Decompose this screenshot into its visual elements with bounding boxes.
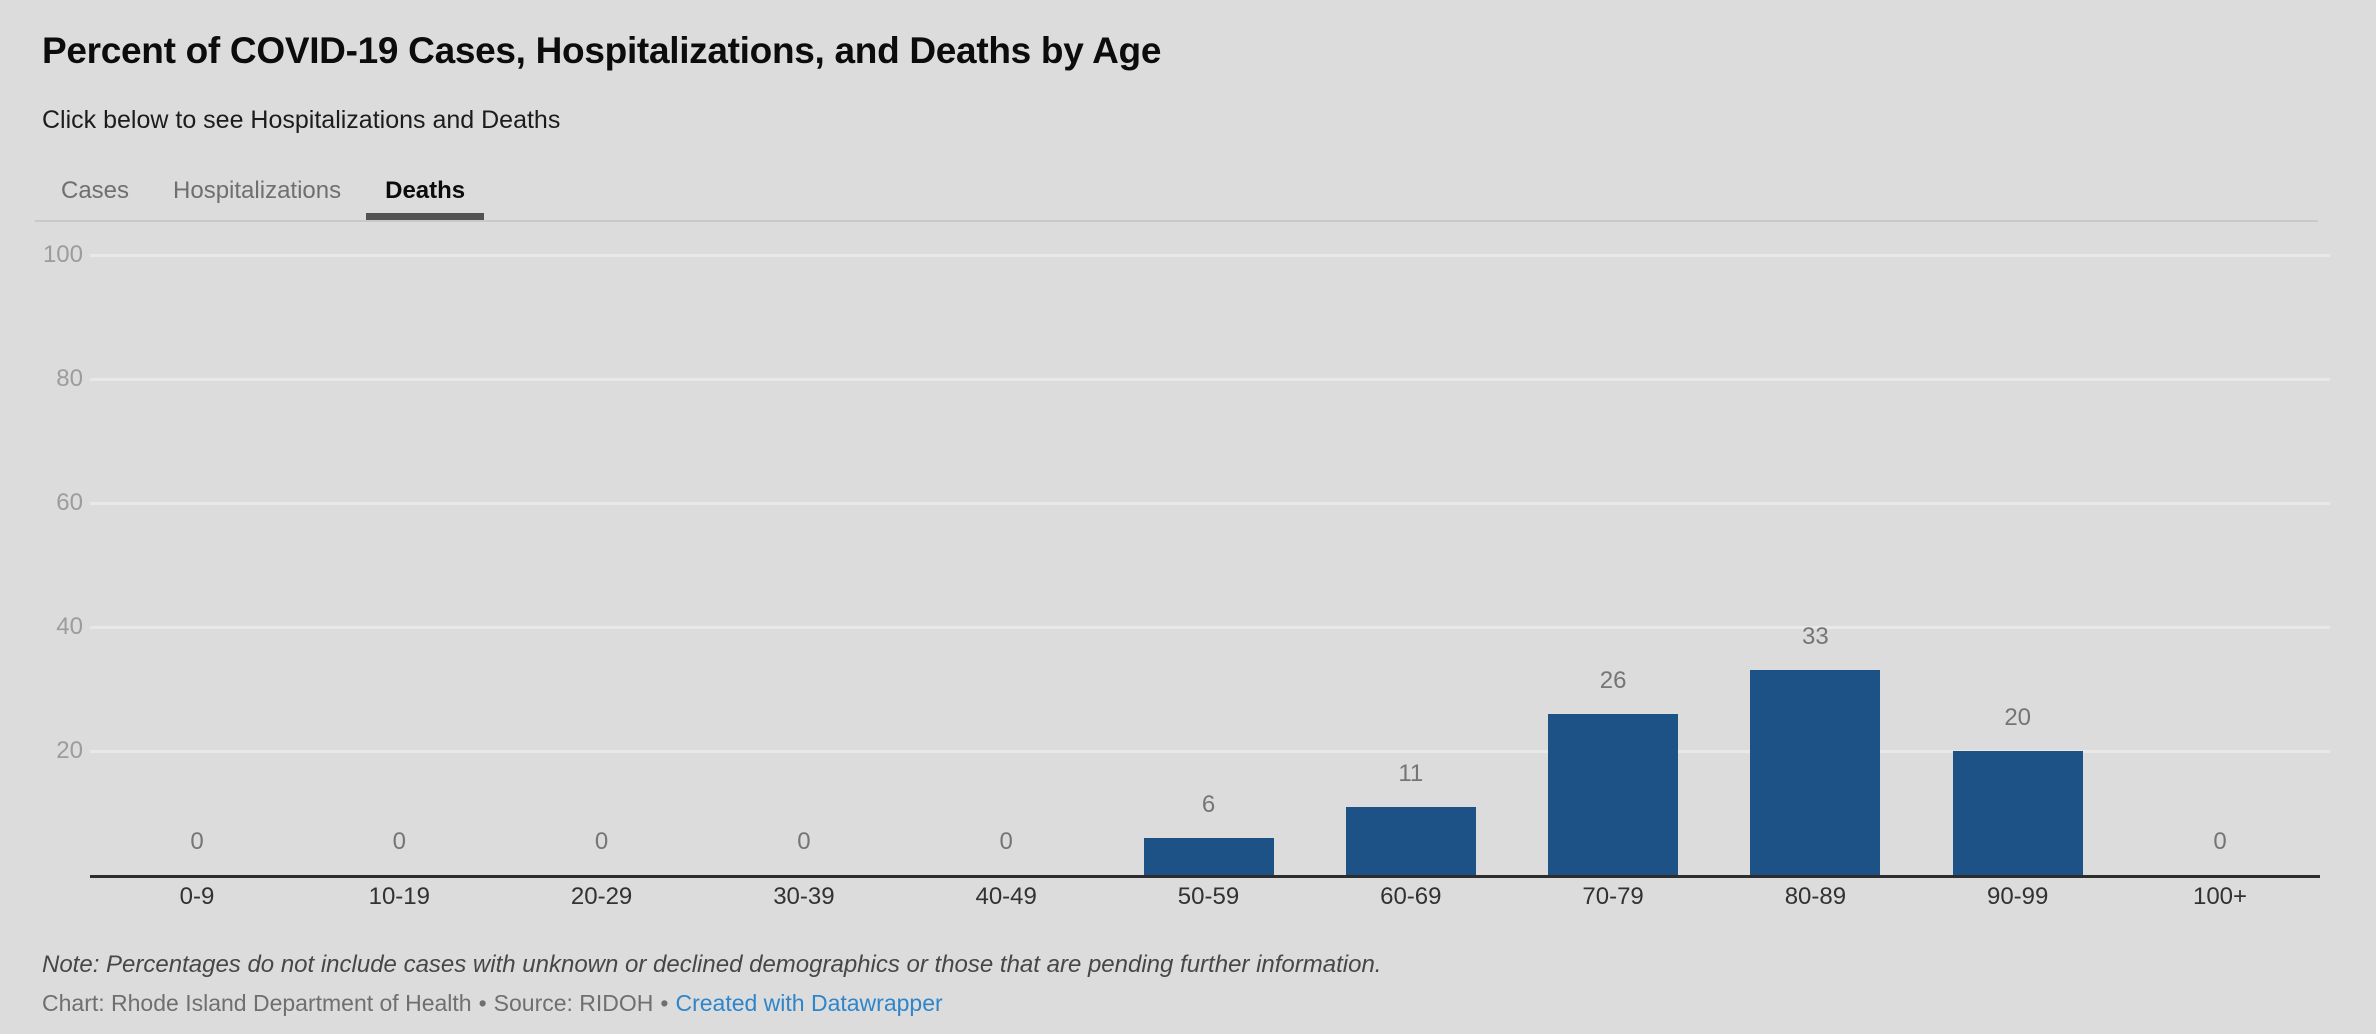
bar-value-label: 20 [2004,704,2032,731]
note-text: Note: Percentages do not include cases w… [42,950,1381,980]
gridline-60 [90,502,2330,505]
note-text-content: Note: Percentages do not include cases w… [42,951,1382,978]
bar-90-99[interactable] [1952,751,2083,875]
byline-separator: • [660,990,669,1016]
bar-value-label: 33 [1802,623,1829,651]
category-label: 50-59 [1177,883,1240,910]
category-label: 70-79 [1582,883,1644,910]
bar-value-label: 26 [1599,666,1627,694]
bar-80-89[interactable] [1750,670,1881,875]
bar-value-label: 0 [392,828,406,855]
tab-cases[interactable]: Cases [61,177,130,204]
y-axis-tick-label: 60 [56,489,83,516]
bar-value-label: 0 [190,828,204,855]
plot-area: 0 0 0 0 0 6 11 26 33 20 0 [90,254,2330,878]
bar-60-69[interactable] [1345,806,1476,875]
bar-value-label: 0 [2213,828,2227,855]
gridline-100 [90,254,2330,257]
y-axis: 20 40 60 80 100 [0,241,83,875]
byline: Chart: Rhode Island Department of Health… [42,989,943,1017]
bar-value-label: 6 [1201,790,1216,818]
category-label: 90-99 [1986,883,2049,910]
x-axis-labels: 0-9 10-19 20-29 30-39 40-49 50-59 60-69 70-79 80… [90,882,2330,916]
page-title: Percent of COVID-19 Cases, Hospitalizati… [42,30,1162,71]
category-label: 30-39 [773,883,835,910]
category-label: 100+ [2192,883,2248,910]
category-label: 0-9 [179,883,215,910]
bar-50-59[interactable] [1143,837,1274,875]
byline-separator: • [478,990,487,1016]
bar-value-label: 11 [1398,759,1424,787]
bar-value-label: 0 [999,828,1013,855]
tab-deaths[interactable]: Deaths [366,168,485,220]
tab-bar: Cases Hospitalizations Deaths [56,168,485,220]
byline-chart-credit: Chart: Rhode Island Department of Health [42,990,472,1016]
category-label: 20-29 [570,883,633,910]
x-axis-line [90,875,2320,878]
gridline-20 [90,750,2330,753]
byline-source-credit: Source: RIDOH [493,990,654,1016]
datawrapper-link[interactable]: Created with Datawrapper [675,990,943,1016]
gridline-80 [90,378,2330,381]
bar-70-79[interactable] [1548,713,1679,875]
category-label: 40-49 [975,883,1037,910]
bar-value-label: 0 [594,828,609,855]
tab-divider [35,220,2318,222]
y-axis-tick-label: 40 [56,613,83,640]
tab-hospitalizations[interactable]: Hospitalizations [173,177,342,204]
category-label: 80-89 [1784,883,1847,910]
y-axis-tick-label: 80 [56,365,83,392]
y-axis-tick-label: 100 [42,241,83,268]
y-axis-tick-label: 20 [56,737,83,764]
bar-value-label: 0 [797,828,811,855]
page-subtitle: Click below to see Hospitalizations and … [42,106,561,134]
category-label: 60-69 [1380,883,1442,910]
category-label: 10-19 [368,883,430,910]
gridline-40 [90,626,2330,629]
